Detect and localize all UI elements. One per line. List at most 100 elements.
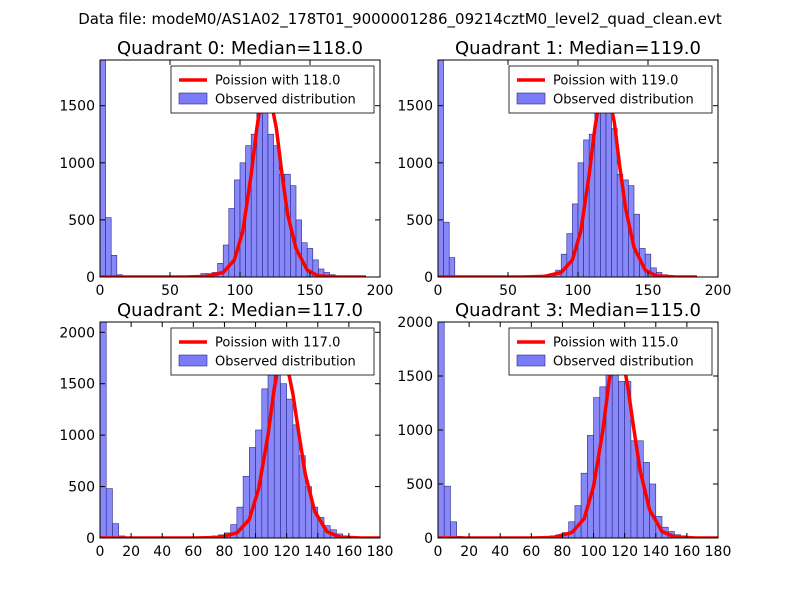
histogram-bar [234, 179, 241, 277]
histogram-bar [110, 255, 118, 277]
histogram-bar [100, 322, 107, 538]
histogram-bar [450, 521, 457, 538]
legend-line-label: Poission with 118.0 [215, 74, 340, 89]
histogram-bar [448, 257, 456, 277]
legend-box [508, 65, 713, 114]
legend-box [508, 327, 713, 376]
histogram-bar [267, 133, 274, 277]
x-tick-label: 180 [705, 544, 732, 560]
histogram-bar [100, 60, 106, 277]
histogram-bar [605, 111, 612, 277]
legend-line-label: Poission with 117.0 [215, 336, 340, 351]
y-tick-label: 500 [68, 213, 95, 229]
legend-bar-label: Observed distribution [553, 93, 694, 108]
histogram-bar [280, 383, 287, 538]
legend-box [170, 327, 375, 376]
histogram-bar [292, 424, 300, 538]
histogram-bar [286, 398, 294, 538]
legend-bar-label: Observed distribution [553, 355, 694, 370]
x-tick-label: 140 [642, 544, 669, 560]
legend-line-label: Poission with 119.0 [553, 74, 678, 89]
x-tick-label: 80 [216, 544, 234, 560]
x-tick-label: 120 [273, 544, 300, 560]
subplot-quadrant-3: Quadrant 3: Median=115.00 20 40 60 80 100 120 1… [397, 300, 731, 560]
y-tick-label: 2000 [397, 315, 433, 331]
y-tick-label: 1500 [397, 369, 433, 385]
y-tick-label: 0 [424, 531, 433, 547]
x-tick-label: 20 [122, 544, 140, 560]
x-tick-label: 150 [297, 283, 324, 299]
y-tick-label: 0 [86, 270, 95, 286]
x-tick-label: 0 [96, 283, 105, 299]
legend-bar-label: Observed distribution [215, 355, 356, 370]
legend-bar-label: Observed distribution [215, 93, 356, 108]
x-tick-label: 40 [153, 544, 171, 560]
x-tick-label: 160 [674, 544, 701, 560]
legend-bar-swatch [178, 354, 208, 367]
histogram-bar [566, 233, 573, 277]
x-tick-label: 100 [565, 283, 592, 299]
histogram-bar [600, 93, 607, 277]
y-tick-label: 1000 [397, 423, 433, 439]
legend-bar-swatch [516, 354, 546, 367]
y-tick-label: 0 [86, 531, 95, 547]
histogram-bar [443, 485, 451, 538]
legend-line-label: Poission with 115.0 [553, 336, 678, 351]
x-tick-label: 100 [227, 283, 254, 299]
histogram-bar [438, 60, 444, 277]
x-tick-label: 0 [434, 544, 443, 560]
legend: Poission with 117.0 Observed distribution [170, 327, 375, 376]
subplot-quadrant-0: Quadrant 0: Median=118.0 0 50 100 150 200 0 500… [59, 38, 393, 299]
histogram-bar [249, 447, 256, 538]
subplot-title: Quadrant 2: Median=117.0 [117, 300, 363, 321]
histogram-bar [618, 381, 625, 538]
histogram-bar [105, 217, 112, 277]
y-tick-label: 1500 [59, 377, 95, 393]
histogram-bar [443, 221, 450, 277]
y-tick-label: 1500 [397, 99, 433, 115]
subplot-quadrant-1: Quadrant 1: Median=119.0 0 50 100 150 200 0 500… [397, 38, 731, 299]
legend: Poission with 119.0 Observed distribution [508, 65, 713, 114]
histogram-bar [242, 475, 250, 538]
figure-title: Data file: modeM0/AS1A02_178T01_90000012… [78, 10, 722, 29]
x-tick-label: 160 [336, 544, 363, 560]
histogram-bar [262, 111, 269, 277]
histogram-bar [105, 488, 113, 538]
y-tick-label: 2000 [59, 325, 95, 341]
subplot-title: Quadrant 0: Median=118.0 [117, 38, 363, 59]
histogram-bar [267, 347, 275, 538]
legend-box [170, 65, 375, 114]
x-tick-label: 140 [304, 544, 331, 560]
subplot-quadrant-2: Quadrant 2: Median=117.00 20 40 60 80 100 120 1… [59, 300, 393, 560]
x-tick-label: 60 [184, 544, 202, 560]
legend: Poission with 118.0 Observed distribution [170, 65, 375, 114]
axes-frame [99, 321, 381, 539]
x-tick-label: 60 [522, 544, 540, 560]
y-tick-label: 500 [406, 477, 433, 493]
y-tick-label: 500 [68, 480, 95, 496]
x-tick-label: 100 [242, 544, 269, 560]
histogram-bar [644, 253, 652, 277]
histogram-bar [112, 523, 119, 538]
x-tick-label: 0 [96, 544, 105, 560]
x-tick-label: 20 [460, 544, 478, 560]
subplot-title: Quadrant 3: Median=115.0 [455, 300, 701, 321]
legend-bar-swatch [516, 92, 546, 105]
y-tick-label: 1000 [59, 156, 95, 172]
x-tick-label: 50 [161, 283, 179, 299]
histogram-bar [273, 145, 280, 277]
x-tick-label: 80 [554, 544, 572, 560]
y-tick-label: 1000 [397, 156, 433, 172]
plot-area [100, 60, 366, 277]
x-tick-label: 150 [635, 283, 662, 299]
legend: Poission with 115.0 Observed distribution [508, 327, 713, 376]
legend-bar-swatch [178, 92, 208, 105]
x-tick-label: 50 [499, 283, 517, 299]
y-tick-label: 1000 [59, 428, 95, 444]
x-tick-label: 100 [580, 544, 607, 560]
x-tick-label: 0 [434, 283, 443, 299]
x-tick-label: 40 [491, 544, 509, 560]
y-tick-label: 0 [424, 270, 433, 286]
subplot-title: Quadrant 1: Median=119.0 [455, 38, 701, 59]
